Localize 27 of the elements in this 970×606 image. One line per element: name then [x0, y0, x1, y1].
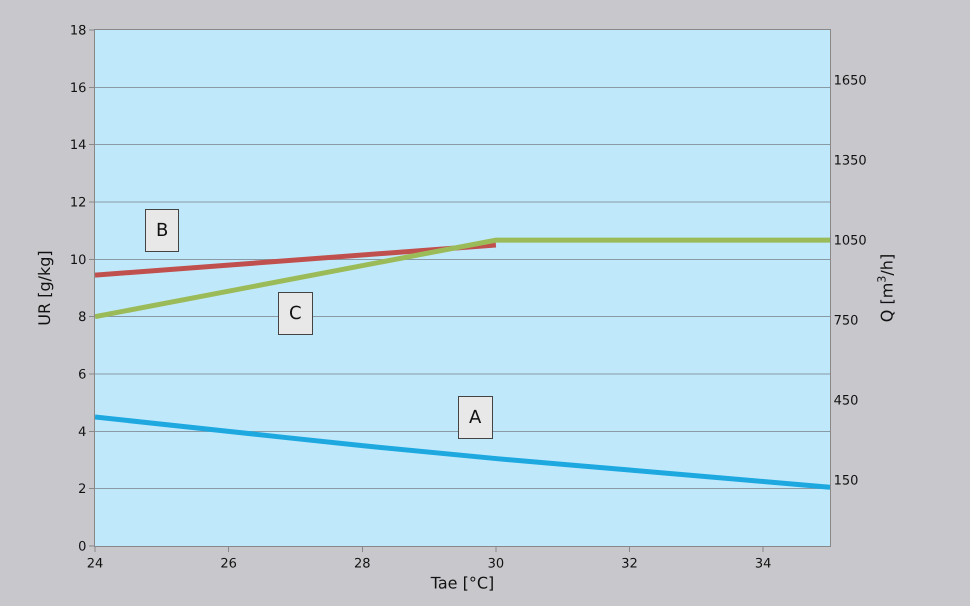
y-tick-label: 0: [78, 540, 86, 555]
y-tick-label: 8: [78, 310, 86, 326]
y2-tick-label: 450: [834, 394, 858, 409]
y-tick-label: 16: [70, 80, 86, 96]
y-tick-label: 14: [70, 138, 86, 154]
x-axis-title: Tae [°C]: [430, 573, 494, 592]
y2-tick-label: 1350: [834, 154, 867, 169]
annotation: C: [289, 303, 302, 324]
y2-tick-label: 1650: [834, 74, 867, 89]
x-tick-label: 34: [754, 556, 772, 572]
y-axis-title: UR [g/kg]: [34, 250, 54, 326]
y2-tick-label: 750: [834, 314, 858, 329]
x-tick-label: 24: [86, 556, 104, 572]
y2-tick-label: 1050: [834, 234, 867, 249]
y-tick-label: 12: [70, 196, 86, 211]
y2-tick-label: 150: [834, 474, 858, 489]
x-tick-label: 28: [354, 556, 371, 572]
x-tick-label: 32: [621, 556, 638, 572]
x-tick-label: 30: [488, 556, 504, 572]
annotation: B: [156, 220, 168, 241]
y-tick-label: 2: [78, 482, 86, 498]
annotation: A: [469, 407, 482, 428]
x-tick-label: 26: [220, 556, 237, 572]
y-tick-label: 4: [78, 424, 86, 440]
y-tick-label: 18: [70, 24, 86, 39]
y-tick-label: 10: [70, 252, 86, 268]
y-tick-label: 6: [78, 368, 86, 383]
